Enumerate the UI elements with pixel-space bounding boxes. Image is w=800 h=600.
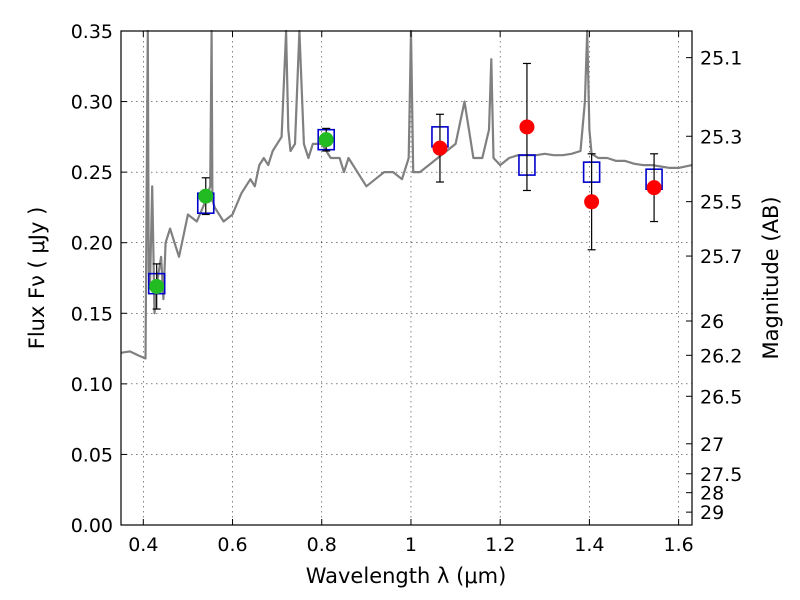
y-tick-label: 0.10 — [71, 374, 113, 396]
plot-frame — [120, 30, 693, 526]
magnitude-tick-label: 26 — [700, 311, 724, 333]
y-tick-label: 0.00 — [71, 515, 113, 537]
magnitude-tick-label: 27 — [700, 434, 724, 456]
observed-point-green — [318, 132, 334, 148]
y-tick-label: 0.15 — [71, 303, 113, 325]
observed-point-green — [198, 188, 214, 204]
observed-point-green — [149, 278, 165, 294]
y-axis-label: Flux Fν ( μJy ) — [25, 207, 49, 350]
magnitude-tick-label: 28 — [700, 483, 724, 505]
y-tick-labels: 0.00 0.05 0.10 0.15 0.20 0.25 0.30 0.35 — [71, 21, 113, 537]
axis-ticks — [121, 30, 692, 526]
observed-point-red — [584, 194, 600, 210]
x-tick-label: 0.4 — [128, 534, 158, 556]
model-spectrum — [120, 29, 693, 360]
magnitude-tick-label: 25.1 — [700, 48, 742, 70]
observed-point-red — [432, 140, 448, 156]
error-bars — [152, 62, 659, 310]
model-photometry-boxes — [147, 126, 663, 295]
y-tick-label: 0.20 — [71, 233, 113, 255]
x-tick-label: 0.8 — [307, 534, 337, 556]
magnitude-axis-label: Magnitude (AB) — [759, 196, 783, 359]
magnitude-tick-label: 25.3 — [700, 126, 742, 148]
y-tick-label: 0.35 — [71, 21, 113, 43]
y-tick-label: 0.30 — [71, 92, 113, 114]
x-tick-labels: 0.4 0.6 0.8 1 1.2 1.4 1.6 — [128, 534, 694, 556]
x-tick-label: 1.6 — [664, 534, 694, 556]
observed-points — [149, 119, 662, 294]
y-tick-label: 0.25 — [71, 162, 113, 184]
x-tick-label: 1.2 — [485, 534, 515, 556]
x-tick-label: 1 — [405, 534, 417, 556]
magnitude-tick-label: 26.2 — [700, 345, 742, 367]
magnitude-tick-label: 26.5 — [700, 386, 742, 408]
magnitude-tick-label: 29 — [700, 502, 724, 524]
y-tick-label: 0.05 — [71, 444, 113, 466]
magnitude-tick-label: 25.7 — [700, 246, 742, 268]
magnitude-tick-label: 25.5 — [700, 192, 742, 214]
x-tick-label: 0.6 — [217, 534, 247, 556]
x-axis-label: Wavelength λ (μm) — [306, 564, 507, 588]
magnitude-tick-label: 27.5 — [700, 464, 742, 486]
model-spectrum-line — [120, 29, 693, 360]
x-tick-label: 1.4 — [574, 534, 604, 556]
grid-lines — [121, 30, 692, 526]
observed-point-red — [519, 119, 535, 135]
observed-point-red — [646, 180, 662, 196]
